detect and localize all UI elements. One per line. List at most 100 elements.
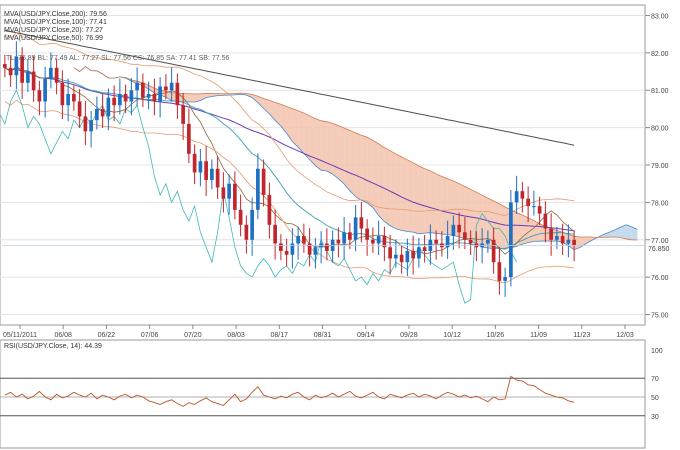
x-tick-label: 08/31 (314, 332, 332, 339)
candle-body (520, 191, 525, 199)
candle-body (463, 232, 467, 240)
candle-body (204, 161, 208, 180)
candle-body (514, 191, 519, 203)
candle-body (296, 236, 300, 244)
x-axis: 05/11/2011 06/08 06/22 07/06 07/20 08/03 08/17… (3, 325, 634, 339)
x-tick-label: 07/06 (141, 332, 159, 339)
candle-body (532, 206, 536, 208)
rsi-y-tick-label: 100 (651, 348, 663, 355)
candle-body (290, 243, 295, 255)
candle-body (307, 243, 312, 255)
cloud-segment (200, 93, 207, 101)
cloud-segment (470, 189, 477, 245)
cloud-segment (321, 120, 327, 171)
candle-body (371, 239, 375, 244)
candle-body (348, 232, 352, 240)
candle-body (325, 243, 329, 251)
candle-body (100, 108, 105, 117)
candle-body (118, 93, 122, 106)
candle-body (543, 213, 548, 229)
lower-band-line (4, 99, 575, 284)
cloud-segment (631, 226, 638, 241)
cloud-segment (482, 195, 488, 248)
candle-body (279, 243, 283, 251)
rsi-line (4, 375, 575, 407)
x-tick-label: 07/20 (184, 332, 202, 339)
candle-body (14, 56, 19, 76)
candle-body (457, 224, 461, 233)
cloud-segment (585, 237, 592, 244)
cloud-segment (263, 98, 270, 115)
rsi-title: RSI(USD/JPY.Close, 14): 44.39 (4, 343, 102, 350)
candle-body (503, 277, 507, 281)
legend-entry: MVA(USD/JPY.Close,20): 77.27 (4, 27, 103, 34)
cloud-segment (574, 236, 580, 250)
candle-body (210, 168, 214, 180)
candle-body (129, 90, 134, 102)
candle-body (417, 247, 421, 259)
candle-body (394, 254, 398, 259)
cloud-segment (286, 106, 293, 142)
cloud-span-a (73, 66, 638, 251)
cloud-segment (390, 150, 396, 229)
candle-body (60, 82, 65, 106)
candle-body (106, 97, 111, 117)
candle-body (135, 82, 139, 91)
candle-body (95, 108, 99, 121)
cloud-segment (418, 166, 425, 234)
candle-body (491, 239, 496, 263)
candle-body (353, 217, 358, 240)
y-tick-label: 79.00 (651, 163, 669, 170)
cloud-segment (424, 168, 431, 234)
candle-body (8, 67, 13, 76)
cloud-segment (568, 234, 575, 250)
candle-body (566, 239, 571, 244)
candle-body (66, 93, 70, 106)
candle-body (250, 209, 254, 240)
cloud-segment (349, 130, 356, 197)
candle-body (560, 236, 565, 244)
candle-body (37, 90, 42, 102)
candle-body (123, 93, 128, 102)
cloud-segment (522, 214, 529, 245)
cloud-segment (499, 203, 506, 249)
cloud-segment (625, 224, 632, 240)
last-price-tag: 76.850 (648, 246, 670, 253)
candle-body (549, 228, 553, 240)
rsi-panel (0, 339, 646, 449)
cloud-segment (194, 93, 201, 103)
candle-body (284, 250, 289, 255)
lagging-span-line (0, 89, 517, 304)
rsi-plot (0, 375, 645, 417)
cloud-segment (430, 170, 437, 234)
x-tick-label: 09/14 (357, 332, 375, 339)
cloud-segment (620, 224, 626, 239)
x-tick-label: 06/22 (98, 332, 116, 339)
candle-body (405, 250, 410, 263)
y-tick-label: 77.00 (651, 238, 669, 245)
x-tick-label: 08/03 (227, 332, 245, 339)
upper-band-line (4, 32, 575, 216)
cloud-segment (372, 140, 379, 216)
cloud-segment (303, 113, 310, 160)
cloud-segment (165, 91, 172, 101)
y-tick-label: 82.00 (651, 51, 669, 58)
candle-body (555, 236, 559, 240)
cloud-segment (602, 232, 609, 238)
candle-body (376, 236, 381, 244)
ma-200-line (4, 29, 575, 146)
candle-body (152, 93, 157, 102)
cloud-segment (292, 108, 299, 148)
candle-body (434, 239, 438, 244)
cloud-segment (344, 128, 350, 191)
cloud-segment (614, 227, 621, 238)
candle-body (273, 224, 277, 244)
candle-body (221, 187, 226, 199)
cloud-segment (464, 186, 471, 241)
cloud-segment (367, 137, 373, 208)
candle-body (187, 123, 191, 154)
x-tick-label: 06/08 (54, 332, 72, 339)
candle-body (572, 239, 576, 246)
candle-body (72, 93, 76, 102)
candle-body (267, 194, 272, 225)
